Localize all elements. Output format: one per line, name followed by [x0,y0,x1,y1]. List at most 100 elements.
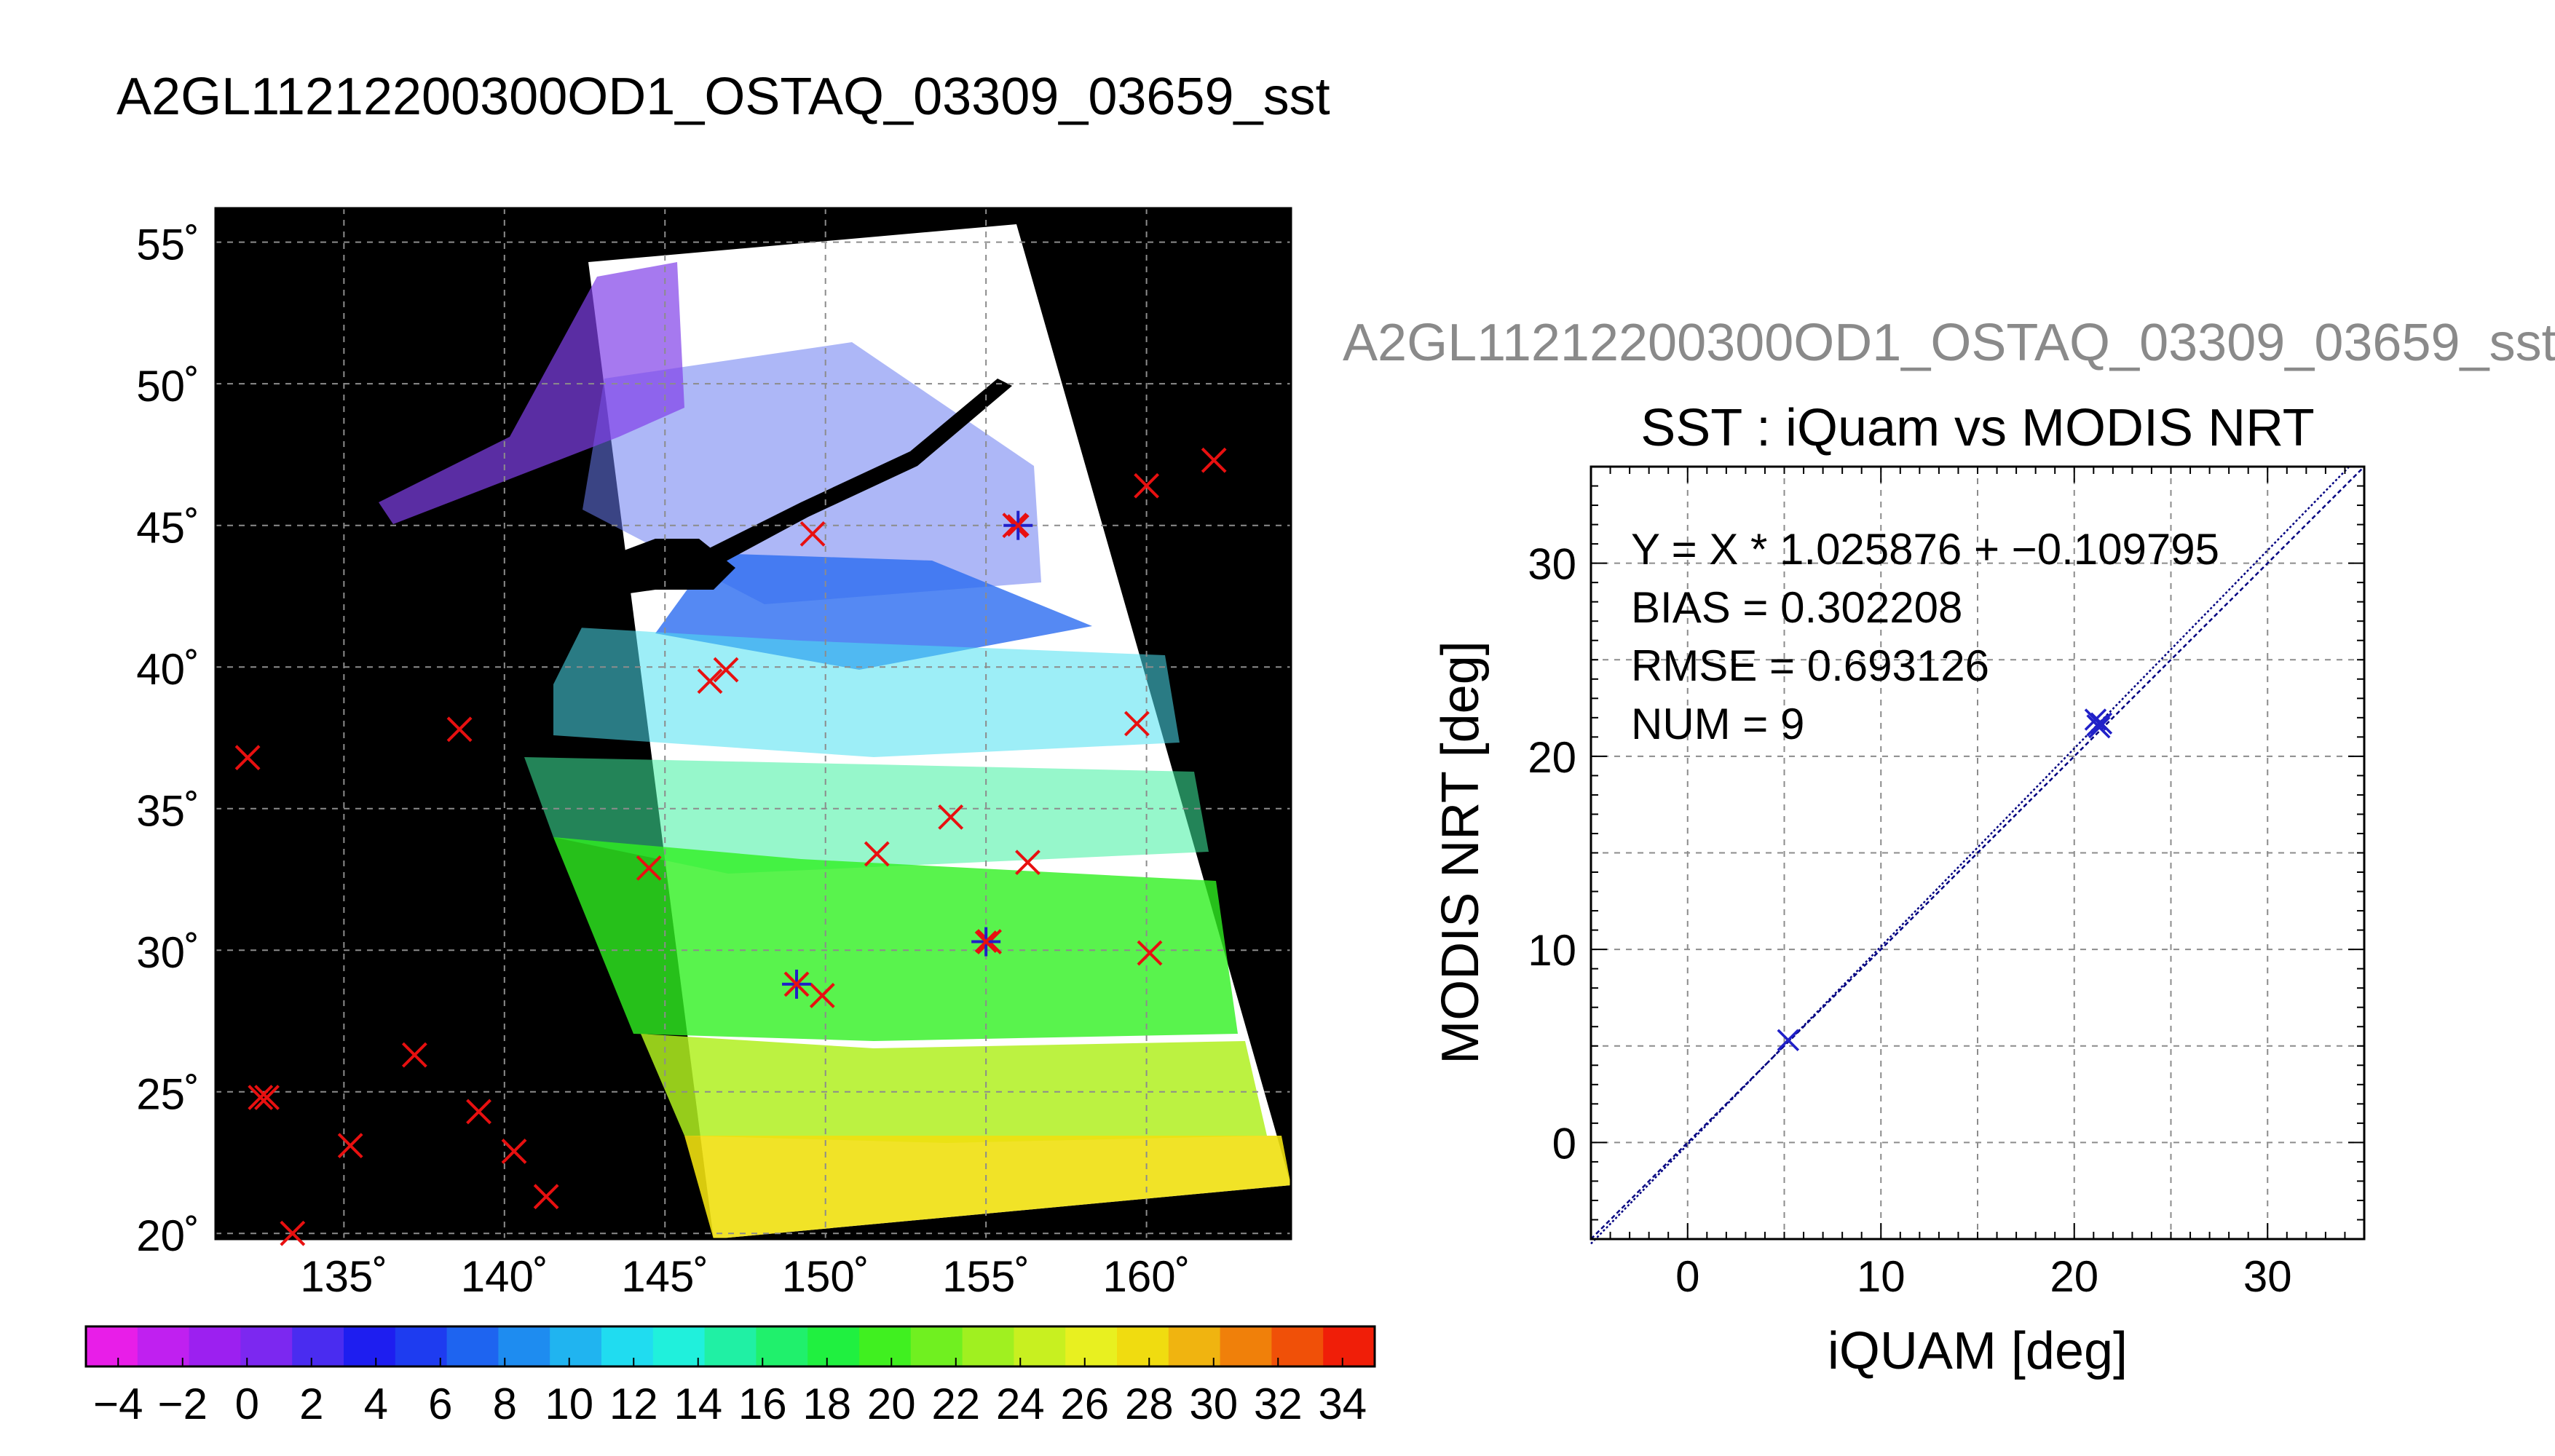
scatter-y-tick-label: 10 [1528,926,1576,975]
scatter-point [1777,1029,1800,1052]
colorbar-tick-label: 2 [299,1380,323,1428]
colorbar-cell [86,1326,138,1366]
colorbar-tick-label: 18 [802,1380,851,1428]
colorbar-tick-label: 12 [609,1380,658,1428]
scatter-point [2088,716,2111,739]
colorbar-cell [859,1326,912,1366]
colorbar-tick-label: 6 [428,1380,452,1428]
colorbar-tick-label: 34 [1318,1380,1367,1428]
map-lat-tick-label: 30˚ [136,928,200,977]
map-latitude-ticks: 55˚ 50˚ 45˚ 40˚ 35˚ 30˚ 25˚ 20˚ [136,221,200,1261]
land-kamchatka [1012,208,1291,510]
colorbar-cell [1220,1326,1272,1366]
colorbar-frame [84,1325,1376,1368]
map-lon-tick-label: 150˚ [782,1252,869,1301]
scatter-y-tick-label: 20 [1528,733,1576,782]
scatter-stat-line: BIAS = 0.302208 [1631,583,1962,632]
colorbar-cell [962,1326,1014,1366]
map-frame [214,207,1292,1241]
iquam-marker [254,1085,280,1110]
sst-band-green [553,837,1238,1041]
iquam-marker [1137,940,1163,966]
iquam-marker [1134,472,1160,499]
scatter-x-tick-label: 10 [1857,1252,1906,1301]
iquam-marker [713,657,739,683]
map-lon-tick-label: 135˚ [300,1252,387,1301]
colorbar-tick-label: 20 [867,1380,916,1428]
modis-marker [782,969,812,999]
main-title: A2GL11212200300OD1_OSTAQ_03309_03659_sst [117,68,1330,126]
iquam-marker [466,1099,491,1125]
map-lat-tick-label: 50˚ [136,362,200,411]
sst-band-purple [379,262,684,524]
map-lat-tick-label: 55˚ [136,221,200,269]
scatter-stat-line: NUM = 9 [1631,700,1804,748]
scatter-point [2090,712,2113,735]
scatter-stats: Y = X * 1.025876 + −0.109795 BIAS = 0.302… [1631,525,2219,748]
colorbar-tick-label: 28 [1125,1380,1174,1428]
map-longitude-ticks: 135˚ 140˚ 145˚ 150˚ 155˚ 160˚ [300,1252,1190,1301]
colorbar-cell [137,1326,190,1366]
colorbar-cell [498,1326,550,1366]
scatter-stat-line: RMSE = 0.693126 [1631,641,1989,690]
iquam-marker [697,668,723,695]
iquam-marker [1201,447,1227,473]
colorbar-tick-label: 10 [545,1380,593,1428]
map-lon-tick-label: 155˚ [942,1252,1030,1301]
scatter-file-title: A2GL11212200300OD1_OSTAQ_03309_03659_sst [1343,314,2555,372]
sst-band-yellow [684,1136,1291,1239]
scatter-points [1777,708,2113,1052]
sst-band-yellowgreen [641,1034,1267,1143]
iquam-marker [938,804,964,830]
scatter-plot: SST : iQuam vs MODIS NRT 0 10 20 300102030 … [1431,399,2366,1380]
iquam-marker [248,1085,274,1110]
map-lat-tick-label: 35˚ [136,787,200,836]
map-lat-tick-label: 45˚ [136,504,200,553]
scatter-y-axis-label: MODIS NRT [deg] [1431,641,1490,1064]
modis-marker [971,927,1001,957]
map-lon-tick-label: 145˚ [621,1252,708,1301]
colorbar-tick-label: −2 [158,1380,208,1428]
land-sakhalin [524,262,583,408]
land-kuril-islands [699,379,1012,568]
colorbar-tick-label: 30 [1189,1380,1238,1428]
colorbar-cell [1168,1326,1221,1366]
map-lat-tick-label: 40˚ [136,645,200,694]
scatter-stat-line: Y = X * 1.025876 + −0.109795 [1631,525,2219,574]
colorbar-tick-label: 24 [996,1380,1045,1428]
iquam-marker [446,716,473,743]
colorbar-tick-label: 22 [931,1380,980,1428]
sst-map: 55˚ 50˚ 45˚ 40˚ 35˚ 30˚ 25˚ 20˚ 135˚ 140˚ 145˚ 150… [136,207,1292,1301]
iquam-marker [234,745,261,771]
colorbar-cell [1117,1326,1169,1366]
colorbar-cell [807,1326,860,1366]
scatter-point [2084,708,2107,731]
colorbar-cell [189,1326,241,1366]
colorbar-tick-label: 16 [738,1380,787,1428]
scatter-x-tick-label: 20 [2050,1252,2098,1301]
colorbar-tick-label: 14 [674,1380,722,1428]
iquam-marker [533,1184,559,1210]
colorbar-cell [1271,1326,1324,1366]
colorbar-cells [86,1326,1375,1366]
scatter-x-axis-label: iQUAM [deg] [1828,1322,2128,1380]
colorbar-tick-label: 26 [1060,1380,1109,1428]
colorbar-tick-label: 32 [1254,1380,1303,1428]
scatter-x-tick-label: 30 [2243,1252,2292,1301]
colorbar-cell [292,1326,344,1366]
scatter-x-tick-label: 0 [1675,1252,1699,1301]
colorbar-tick-label: 8 [493,1380,517,1428]
iquam-marker [864,841,890,867]
colorbar-cell [1323,1326,1375,1366]
colorbar-ticks: −4 −2 0 2 4 6 8 10 12 14 16 18 20 22 24 26 28 30 32 34 [93,1358,1367,1428]
map-lat-tick-label: 25˚ [136,1070,200,1119]
scatter-fit-lines [1590,466,2365,1245]
colorbar-tick-label: −4 [93,1380,143,1428]
colorbar-cell [1065,1326,1118,1366]
map-gridlines [216,208,1291,1239]
scatter-y-tick-label: 30 [1528,540,1576,589]
colorbar-cell [910,1326,963,1366]
iquam-marker [401,1042,427,1068]
colorbar-cell [446,1326,499,1366]
